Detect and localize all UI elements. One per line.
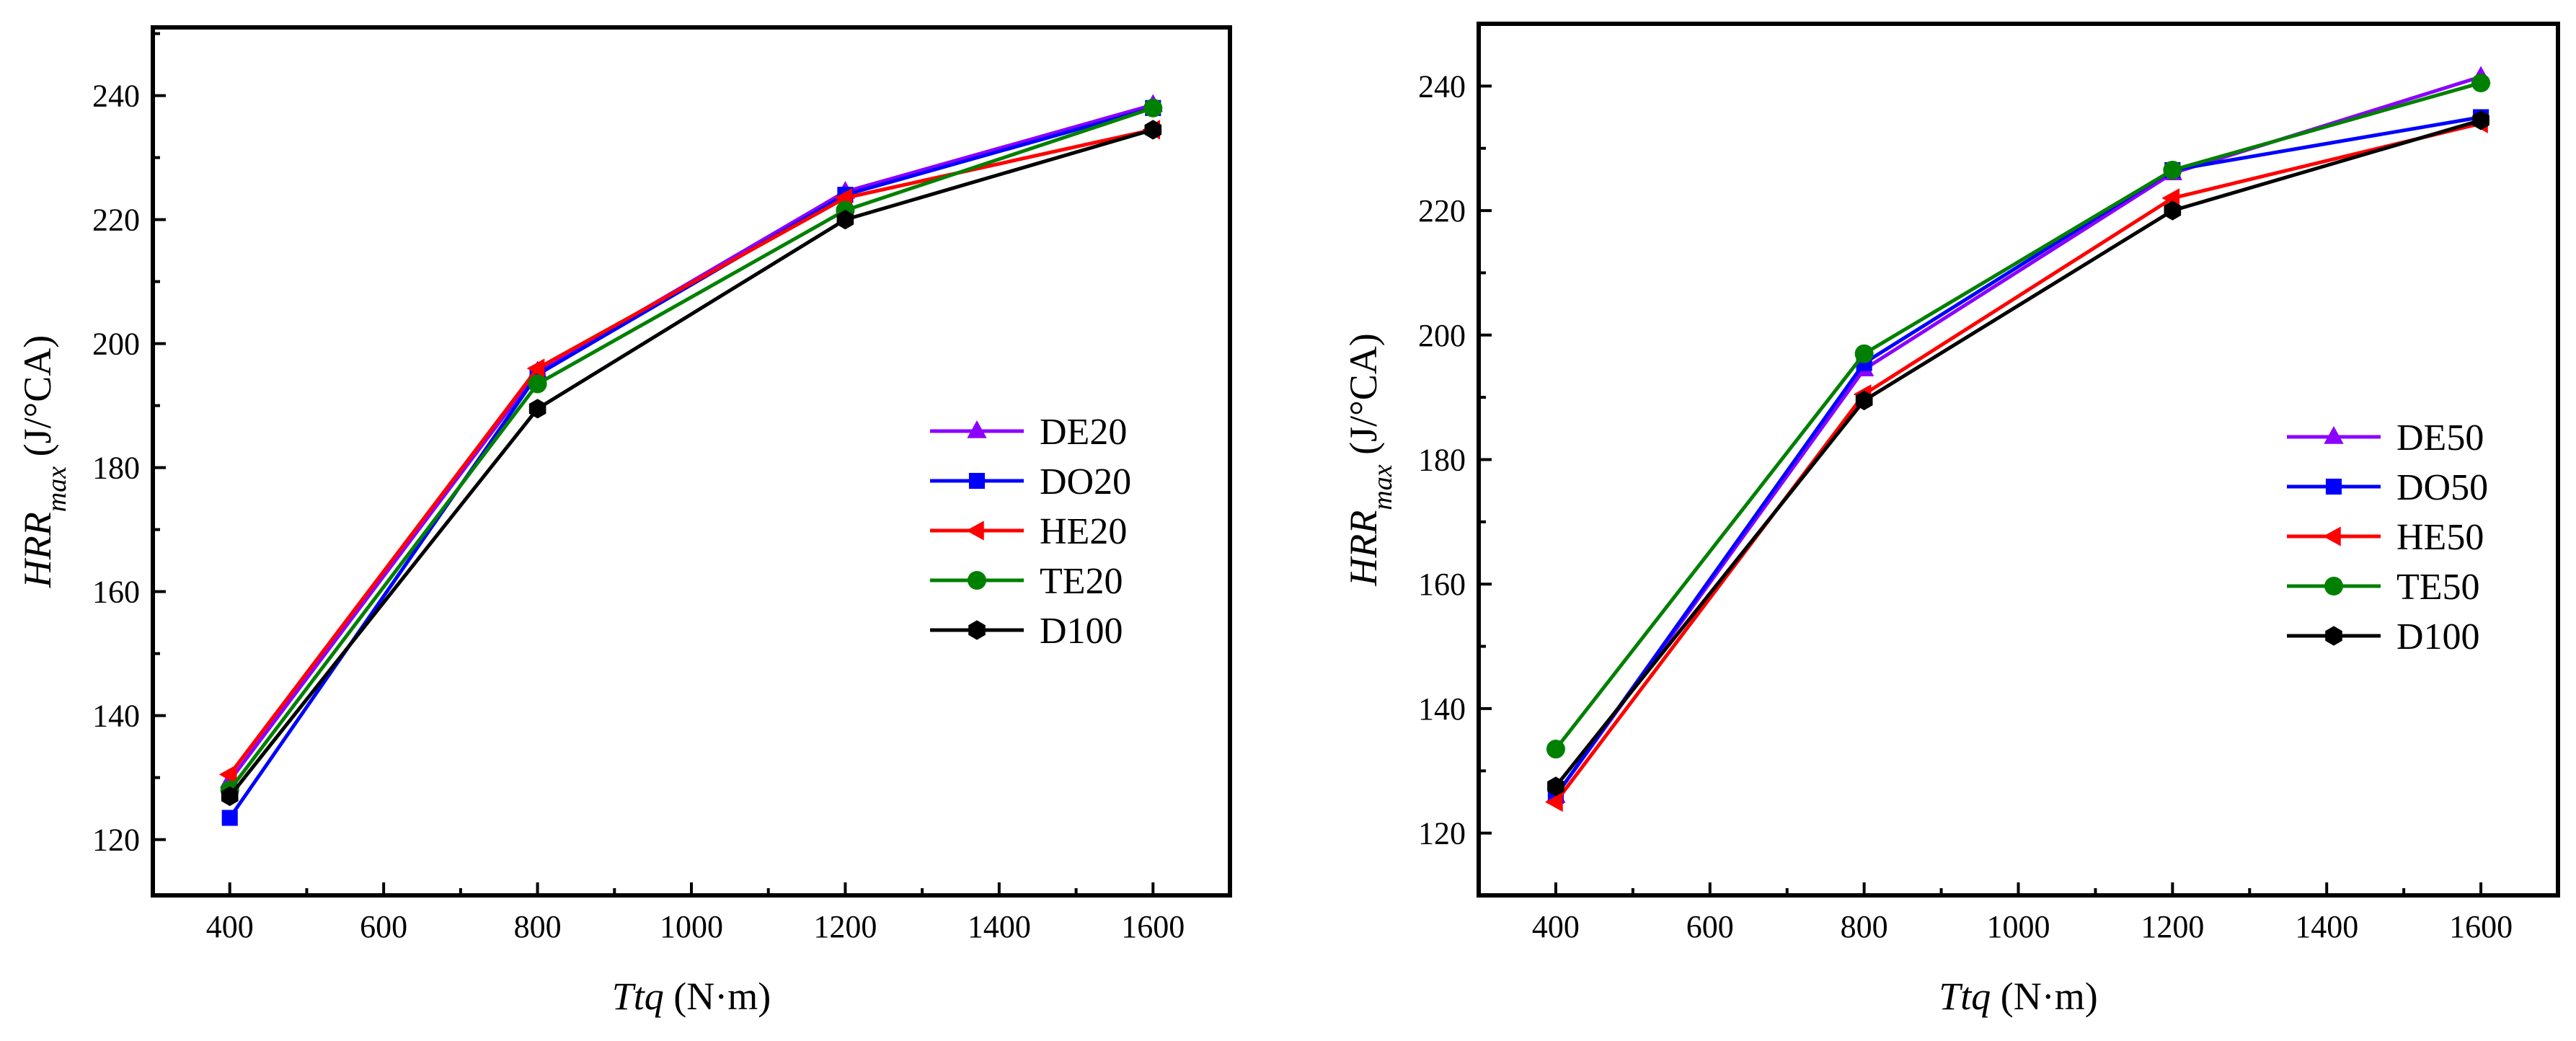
- series-line-do50: [1554, 115, 2482, 797]
- legend-label-te50: TE50: [2396, 567, 2480, 608]
- chart-panel-right: 400 600 800 1000 1200 1400 1600 120 140 160 180 200…: [1342, 22, 2560, 1018]
- x-axis-var: Ttq: [1939, 975, 1991, 1018]
- y-tick-label: 240: [1418, 68, 1466, 104]
- data-point-te50: [2163, 160, 2182, 180]
- legend-label-d100: D100: [1040, 611, 1123, 652]
- legend-marker-d100: [968, 620, 986, 640]
- data-point-he20: [526, 358, 545, 378]
- series-line-d100: [1554, 118, 2482, 788]
- data-point-d100: [1547, 776, 1564, 797]
- data-point-d100: [836, 210, 854, 230]
- y-tick-label: 180: [1418, 443, 1466, 478]
- legend-marker-te20: [968, 571, 986, 590]
- legend-marker-d100: [2325, 626, 2342, 646]
- data-point-d100: [1855, 390, 1873, 411]
- y-tick-label: 220: [92, 203, 140, 238]
- y-tick-label: 160: [92, 575, 140, 610]
- y-axis-title: HRRmax (J/°CA): [1342, 333, 1398, 586]
- x-tick-label: 400: [206, 909, 254, 944]
- series-line-he50: [1554, 121, 2482, 804]
- legend-label-de50: DE50: [2396, 417, 2484, 459]
- y-tick-label: 200: [92, 327, 140, 362]
- data-point-te50: [1854, 344, 1874, 363]
- y-axis-subscript: max: [1368, 464, 1398, 510]
- x-tick-label: 1600: [1121, 909, 1185, 944]
- legend-label-d100: D100: [2396, 616, 2480, 657]
- x-tick-label: 1200: [2141, 909, 2204, 944]
- y-axis-unit: (J/°CA): [16, 335, 59, 466]
- legend-marker-do20: [968, 472, 986, 490]
- x-tick-label: 1000: [1987, 909, 2050, 944]
- y-tick-label: 240: [92, 79, 140, 114]
- y-axis-title: HRRmax (J/°CA): [16, 335, 72, 588]
- data-point-te50: [2471, 74, 2491, 93]
- legend-marker-de20: [967, 420, 987, 438]
- legend-label-de20: DE20: [1040, 412, 1127, 453]
- y-axis-unit: (J/°CA): [1342, 333, 1385, 464]
- data-point-d100: [528, 399, 546, 419]
- data-point-d100: [221, 786, 239, 807]
- legend-marker-te50: [2324, 577, 2343, 595]
- data-point-do20: [221, 810, 238, 826]
- data-point-he20: [218, 764, 237, 784]
- legend-label-te20: TE20: [1040, 561, 1123, 602]
- y-axis-var: HRR: [1342, 510, 1385, 587]
- x-axis-title: Ttq (N·m): [1939, 975, 2098, 1018]
- y-tick-label: 120: [1418, 816, 1466, 851]
- series-line-te20: [228, 106, 1154, 792]
- y-axis-subscript: max: [42, 466, 72, 512]
- x-tick-label: 600: [360, 909, 407, 944]
- data-point-te50: [1546, 740, 1565, 759]
- y-tick-label: 180: [92, 451, 140, 486]
- data-point-te20: [528, 374, 547, 394]
- x-tick-label: 600: [1686, 909, 1734, 944]
- legend-marker-he50: [2323, 526, 2341, 546]
- data-point-te20: [1143, 98, 1163, 118]
- x-axis-unit: (N·m): [664, 975, 771, 1018]
- y-tick-label: 200: [1418, 318, 1466, 353]
- series-line-he20: [228, 128, 1154, 776]
- x-tick-label: 1000: [660, 909, 723, 944]
- legend-marker-he20: [966, 520, 984, 541]
- x-tick-label: 1600: [2449, 909, 2513, 944]
- legend-marker-de50: [2324, 426, 2344, 444]
- data-point-he50: [1544, 792, 1563, 812]
- y-axis-var: HRR: [16, 512, 59, 588]
- legend-label-he50: HE50: [2396, 517, 2484, 558]
- x-axis-unit: (N·m): [1991, 975, 2097, 1018]
- series-line-te50: [1554, 81, 2482, 750]
- data-point-d100: [1144, 120, 1162, 140]
- x-axis-title: Ttq (N·m): [612, 975, 771, 1018]
- data-point-d100: [2164, 200, 2182, 221]
- series-line-d100: [228, 128, 1154, 797]
- x-tick-label: 1200: [813, 909, 877, 944]
- legend-label-do20: DO20: [1040, 461, 1131, 502]
- y-tick-label: 120: [92, 823, 140, 858]
- y-tick-label: 220: [1418, 193, 1466, 229]
- x-tick-label: 1400: [2295, 909, 2358, 944]
- y-tick-label: 160: [1418, 567, 1466, 602]
- y-tick-label: 140: [1418, 691, 1466, 727]
- chart-panel-left: 400 600 800 1000 1200 1400 1600 120 140 160 180 200…: [16, 25, 1232, 1018]
- data-point-d100: [2472, 110, 2489, 130]
- legend-label-he20: HE20: [1040, 511, 1127, 552]
- x-tick-label: 800: [514, 909, 562, 944]
- legend-marker-do50: [2325, 478, 2342, 495]
- x-axis-var: Ttq: [612, 975, 664, 1018]
- x-tick-label: 800: [1841, 909, 1888, 944]
- x-tick-label: 1400: [968, 909, 1031, 944]
- legend-label-do50: DO50: [2396, 467, 2488, 508]
- y-tick-label: 140: [92, 699, 140, 734]
- x-tick-label: 400: [1532, 909, 1580, 944]
